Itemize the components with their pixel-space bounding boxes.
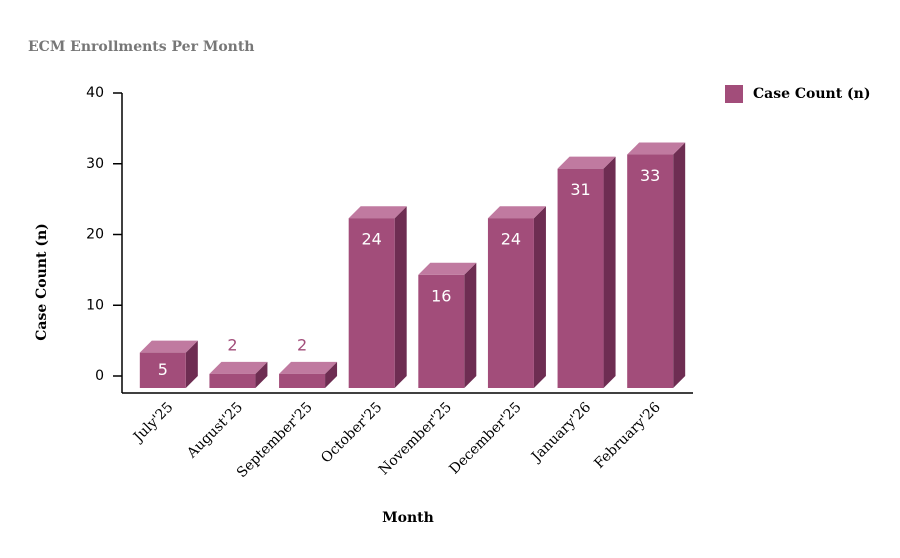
bar-side <box>464 262 477 388</box>
legend-label: Case Count (n) <box>753 86 870 102</box>
value-label: 2 <box>297 335 307 354</box>
y-tick-label: 0 <box>95 368 104 384</box>
bar-top <box>279 361 338 374</box>
y-axis-label: Case Count (n) <box>34 223 50 340</box>
x-tick-label: October'25 <box>318 399 385 466</box>
bar <box>348 218 395 388</box>
bar <box>418 274 465 388</box>
bar-top <box>348 206 407 219</box>
bar-top <box>627 142 686 155</box>
legend-swatch <box>725 85 743 103</box>
bar-top <box>487 206 546 219</box>
bar <box>139 352 186 388</box>
x-tick-label: February'26 <box>591 399 664 472</box>
y-tick-label: 10 <box>86 297 104 313</box>
x-tick-label: September'25 <box>234 399 316 481</box>
bar <box>209 373 256 388</box>
y-tick-label: 30 <box>86 156 104 172</box>
bar <box>627 154 674 388</box>
value-label: 24 <box>362 230 382 249</box>
x-tick-label: November'25 <box>376 399 455 478</box>
x-tick-label: January'26 <box>527 399 594 466</box>
value-label: 24 <box>501 230 521 249</box>
bar-top <box>557 156 616 169</box>
value-label: 16 <box>431 286 451 305</box>
x-tick-label: December'25 <box>446 399 524 477</box>
bar-side <box>533 206 546 388</box>
value-label: 33 <box>640 166 660 185</box>
x-tick-label: July'25 <box>129 399 176 446</box>
bar-top <box>139 340 198 353</box>
bar-side <box>394 206 407 388</box>
bar-side <box>185 340 198 388</box>
y-tick-label: 20 <box>86 227 104 243</box>
bar-side <box>255 361 268 388</box>
bar <box>279 373 326 388</box>
bar-top <box>209 361 268 374</box>
value-label: 2 <box>227 335 237 354</box>
bar <box>487 218 534 388</box>
x-axis-label: Month <box>382 510 434 526</box>
x-tick-label: August'25 <box>183 399 246 462</box>
bar-side <box>603 156 616 388</box>
bar-side <box>673 142 686 388</box>
bar-side <box>325 361 338 388</box>
chart-title: ECM Enrollments Per Month <box>28 39 254 55</box>
bar-top <box>418 262 477 275</box>
value-label: 31 <box>570 180 590 199</box>
y-tick-label: 40 <box>86 85 104 101</box>
bar <box>557 168 604 388</box>
value-label: 5 <box>158 360 168 379</box>
